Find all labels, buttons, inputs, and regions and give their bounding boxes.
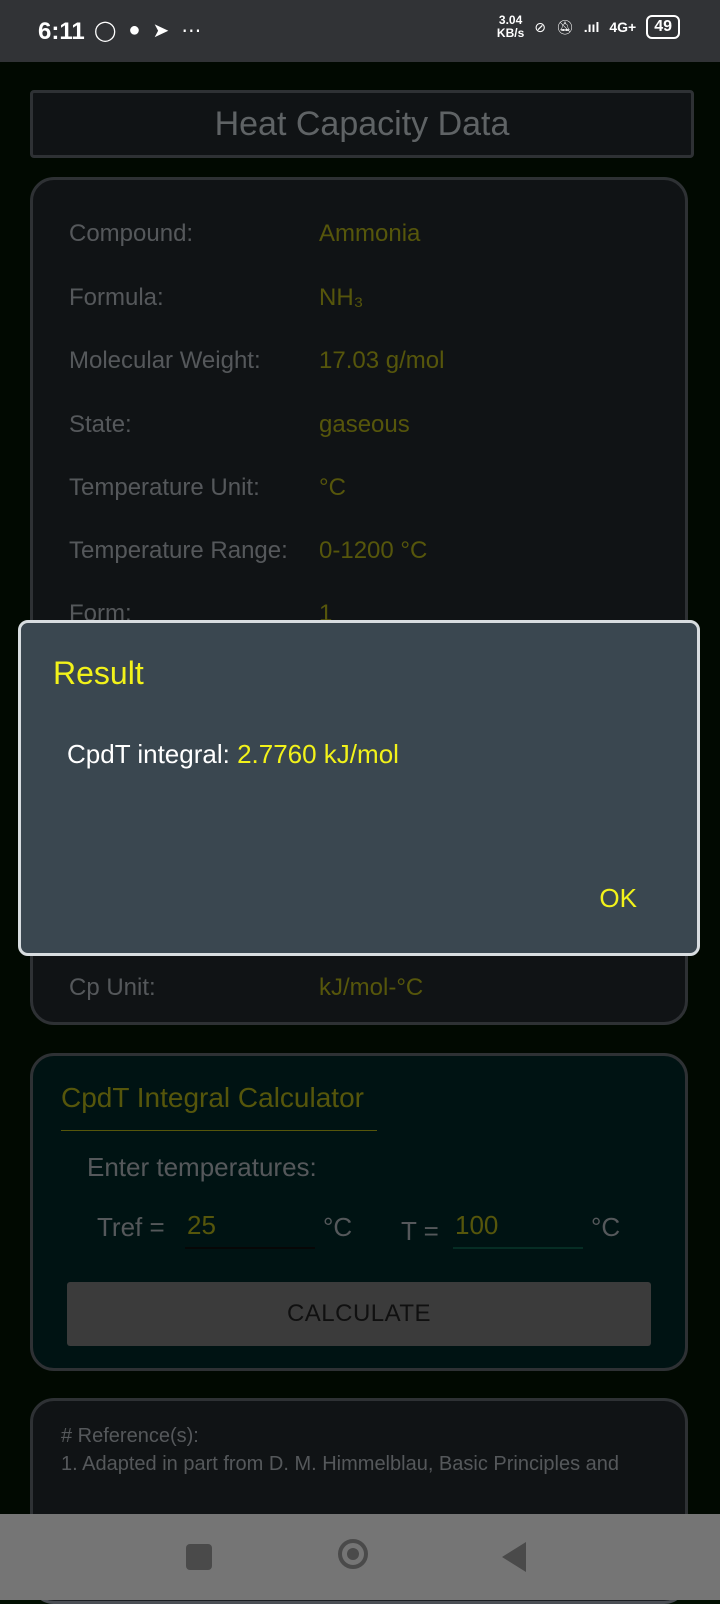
ok-button[interactable]: OK	[593, 882, 643, 915]
info-label: Temperature Unit:	[69, 474, 260, 501]
battery-icon: 49	[646, 15, 680, 39]
speed-value: 3.04	[498, 13, 523, 27]
tref-input[interactable]	[185, 1210, 315, 1249]
title-divider	[61, 1130, 377, 1131]
status-time: 6:11	[38, 18, 85, 45]
info-label: Cp Unit:	[69, 974, 156, 1001]
signal-icon: .ııl	[583, 19, 600, 35]
link-icon: ⊘	[534, 18, 546, 35]
page-title: Heat Capacity Data	[30, 90, 694, 158]
info-value: 0-1200 °C	[319, 537, 428, 564]
navigation-bar	[0, 1514, 720, 1600]
notification-icons: ◯ ● ➤ ⋯	[94, 18, 201, 43]
bell-off-icon: 🔕︎	[556, 18, 574, 35]
calculator-prompt: Enter temperatures:	[87, 1152, 317, 1182]
info-row-state: State: gaseous	[69, 411, 410, 439]
info-label: Formula:	[69, 284, 164, 311]
facebook-icon: ●	[128, 19, 141, 41]
calculator-title: CpdT Integral Calculator	[61, 1082, 364, 1113]
info-label: Compound:	[69, 220, 194, 247]
reference-header: # Reference(s):	[61, 1425, 199, 1447]
info-row-molecular-weight: Molecular Weight: 17.03 g/mol	[69, 347, 444, 375]
cpdt-calculator-card: CpdT Integral Calculator Enter temperatu…	[30, 1053, 688, 1371]
t-label: T =	[401, 1216, 439, 1246]
more-dots-icon: ⋯	[181, 20, 202, 42]
result-dialog: Result CpdT integral: 2.7760 kJ/mol OK	[18, 620, 700, 956]
info-row-temperature-range: Temperature Range: 0-1200 °C	[69, 537, 427, 565]
info-value: kJ/mol-°C	[319, 974, 424, 1001]
tref-unit: °C	[323, 1212, 353, 1242]
result-value: 2.7760 kJ/mol	[237, 739, 399, 769]
info-row-temperature-unit: Temperature Unit: °C	[69, 474, 346, 502]
home-icon[interactable]	[338, 1539, 368, 1569]
info-value: Ammonia	[319, 220, 421, 247]
t-input[interactable]	[453, 1210, 583, 1249]
result-label: CpdT integral:	[67, 739, 238, 769]
info-row-formula: Formula: NH₃	[69, 284, 363, 312]
info-value: 17.03 g/mol	[319, 347, 445, 374]
calculate-button[interactable]: CALCULATE	[67, 1282, 651, 1346]
whatsapp-icon: ◯	[94, 20, 117, 42]
t-unit: °C	[591, 1212, 621, 1242]
info-label: Temperature Range:	[69, 537, 288, 564]
dialog-message: CpdT integral: 2.7760 kJ/mol	[67, 739, 399, 770]
dialog-title: Result	[53, 655, 144, 691]
info-label: State:	[69, 411, 132, 438]
network-type: 4G+	[609, 19, 637, 35]
network-speed: 3.04 KB/s	[497, 14, 524, 40]
status-bar: 6:11 ◯ ● ➤ ⋯ 3.04 KB/s ⊘ 🔕︎ .ııl 4G+ 49	[0, 0, 720, 62]
info-value: NH₃	[319, 284, 364, 311]
speed-unit: KB/s	[496, 26, 525, 40]
reference-line: 1. Adapted in part from D. M. Himmelblau…	[61, 1453, 620, 1475]
recents-icon[interactable]	[186, 1544, 212, 1570]
info-value: °C	[319, 474, 346, 501]
info-row-compound: Compound: Ammonia	[69, 220, 420, 248]
send-icon: ➤	[152, 20, 170, 42]
info-label: Molecular Weight:	[69, 347, 261, 374]
info-row-cp-unit: Cp Unit: kJ/mol-°C	[69, 974, 423, 1002]
info-value: gaseous	[319, 411, 410, 438]
tref-label: Tref =	[97, 1212, 165, 1242]
back-icon[interactable]	[502, 1542, 526, 1572]
status-right-icons: 3.04 KB/s ⊘ 🔕︎ .ııl 4G+ 49	[497, 14, 680, 40]
